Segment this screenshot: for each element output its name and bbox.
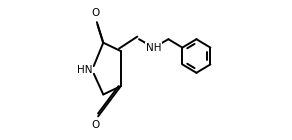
Text: NH: NH — [146, 43, 161, 53]
Text: HN: HN — [77, 65, 92, 75]
Text: O: O — [91, 120, 100, 130]
Text: O: O — [91, 8, 100, 18]
